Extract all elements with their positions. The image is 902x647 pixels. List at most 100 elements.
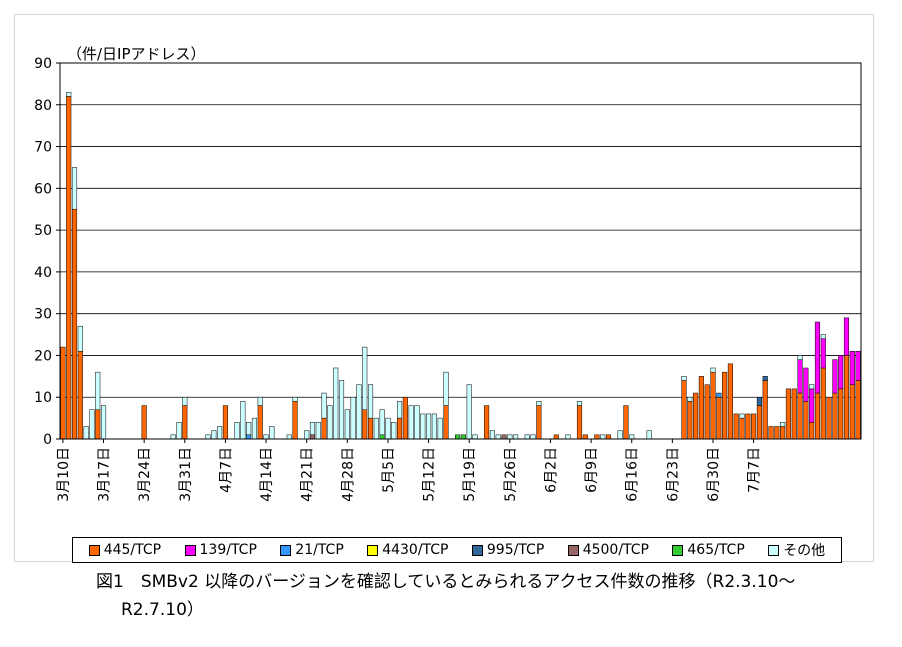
bar-segment: [367, 417, 374, 440]
x-tick-label: 6月16日: [625, 447, 641, 502]
bar-segment: [211, 430, 217, 440]
bar-segment: [745, 413, 751, 440]
bar-segment: [582, 434, 588, 440]
bar-segment: [832, 392, 838, 440]
bar-segment: [286, 434, 292, 440]
bar-segment: [704, 384, 710, 440]
legend-swatch: [184, 544, 196, 556]
bar-segment: [820, 334, 826, 339]
bar-segment: [600, 434, 606, 440]
x-tick-label: 5月19日: [462, 447, 478, 502]
bar-segment: [455, 434, 461, 440]
bar-segment: [344, 409, 350, 440]
bar-segment: [855, 380, 861, 440]
bar-segment: [843, 355, 850, 440]
bar-segment: [751, 413, 757, 440]
bar-segment: [803, 367, 809, 402]
legend-label: 445/TCP: [103, 542, 162, 558]
bar-segment: [385, 417, 391, 440]
bar-segment: [182, 405, 188, 440]
legend-item: 995/TCP: [471, 542, 545, 558]
bar-segment: [222, 405, 228, 440]
legend-swatch: [567, 544, 579, 556]
y-tick-label: 0: [43, 432, 52, 448]
bar-segment: [774, 426, 780, 440]
y-tick-label: 20: [34, 348, 52, 364]
bar-segment: [327, 405, 333, 440]
bar-segment: [605, 434, 612, 440]
x-tick-label: 4月28日: [340, 447, 356, 502]
legend-item: 21/TCP: [280, 542, 344, 558]
bar-segment: [716, 392, 722, 398]
bar-segment: [553, 434, 559, 440]
bar-segment: [95, 371, 101, 411]
legend-item: 4500/TCP: [567, 542, 649, 558]
legend-swatch: [88, 544, 100, 556]
legend-label: 995/TCP: [486, 542, 545, 558]
legend-swatch: [672, 544, 684, 556]
x-tick-label: 5月5日: [381, 447, 397, 493]
legend-label: その他: [783, 543, 826, 559]
bar-segment: [803, 401, 809, 440]
bar-segment: [257, 405, 263, 440]
x-tick-label: 6月23日: [665, 447, 681, 502]
bar-segment: [182, 396, 188, 406]
bar-segment: [780, 422, 786, 427]
bar-segment: [809, 388, 815, 423]
bar-segment: [501, 434, 507, 440]
bar-segment: [269, 426, 275, 440]
bar-segment: [762, 380, 768, 440]
bar-segment: [321, 392, 327, 419]
bar-segment: [722, 371, 728, 440]
y-tick-label: 70: [34, 140, 52, 156]
bar-segment: [77, 325, 83, 352]
x-tick-label: 7月7日: [747, 447, 763, 493]
bar-segment: [484, 405, 490, 440]
bar-segment: [466, 384, 472, 440]
x-tick-label: 6月9日: [584, 447, 600, 493]
bar-segment: [100, 405, 107, 440]
x-tick-label: 5月12日: [422, 447, 438, 502]
bar-segment: [849, 384, 855, 440]
bar-segment: [739, 417, 745, 440]
bar-segment: [762, 376, 768, 381]
bar-segment: [321, 417, 327, 440]
bar-segment: [350, 396, 356, 440]
bar-segment: [437, 417, 443, 440]
bar-segment: [536, 405, 542, 440]
legend-item: 139/TCP: [184, 542, 257, 558]
x-tick-label: 4月21日: [300, 447, 316, 502]
bar-segment: [257, 396, 263, 406]
x-tick-label: 5月26日: [503, 447, 519, 502]
chart-plot: 0 10 20 30 40 50 60 70 80 90 3月10日 3月17日 3月24日 3月31日 4…: [34, 56, 862, 502]
bar-segment: [66, 96, 72, 440]
bar-segment: [698, 376, 704, 440]
bar-segment: [820, 367, 826, 440]
chart-legend: 445/TCP 139/TCP 21/TCP 4430/TCP 995/TCP 4500/…: [72, 537, 842, 563]
legend-label: 4430/TCP: [382, 542, 449, 558]
bar-segment: [843, 317, 850, 356]
bar-segment: [826, 396, 832, 440]
legend-item: その他: [768, 540, 825, 560]
bar-segment: [60, 346, 66, 440]
bar-segment: [397, 417, 403, 440]
y-tick-label: 80: [34, 98, 52, 114]
bar-segment: [814, 392, 821, 440]
caption-line-1: 図1 SMBv2 以降のバージョンを確認しているとみられるアクセス件数の推移（R…: [96, 572, 796, 592]
bar-segment: [309, 434, 316, 440]
legend-item: 4430/TCP: [367, 542, 448, 558]
bar-segment: [489, 430, 495, 440]
bar-segment: [791, 388, 797, 440]
bar-segment: [629, 434, 635, 440]
bar-segment: [809, 422, 815, 440]
y-tick-label: 50: [34, 223, 52, 239]
bar-segment: [304, 430, 310, 440]
x-tick-label: 6月2日: [543, 447, 559, 493]
bar-segment: [217, 426, 223, 440]
bar-segment: [530, 434, 536, 440]
figure-caption: 図1 SMBv2 以降のバージョンを確認しているとみられるアクセス件数の推移（R…: [96, 568, 876, 624]
bar-segment: [408, 405, 414, 440]
bar-segment: [95, 409, 101, 440]
bar-segment: [820, 338, 826, 369]
bar-segment: [472, 434, 478, 440]
